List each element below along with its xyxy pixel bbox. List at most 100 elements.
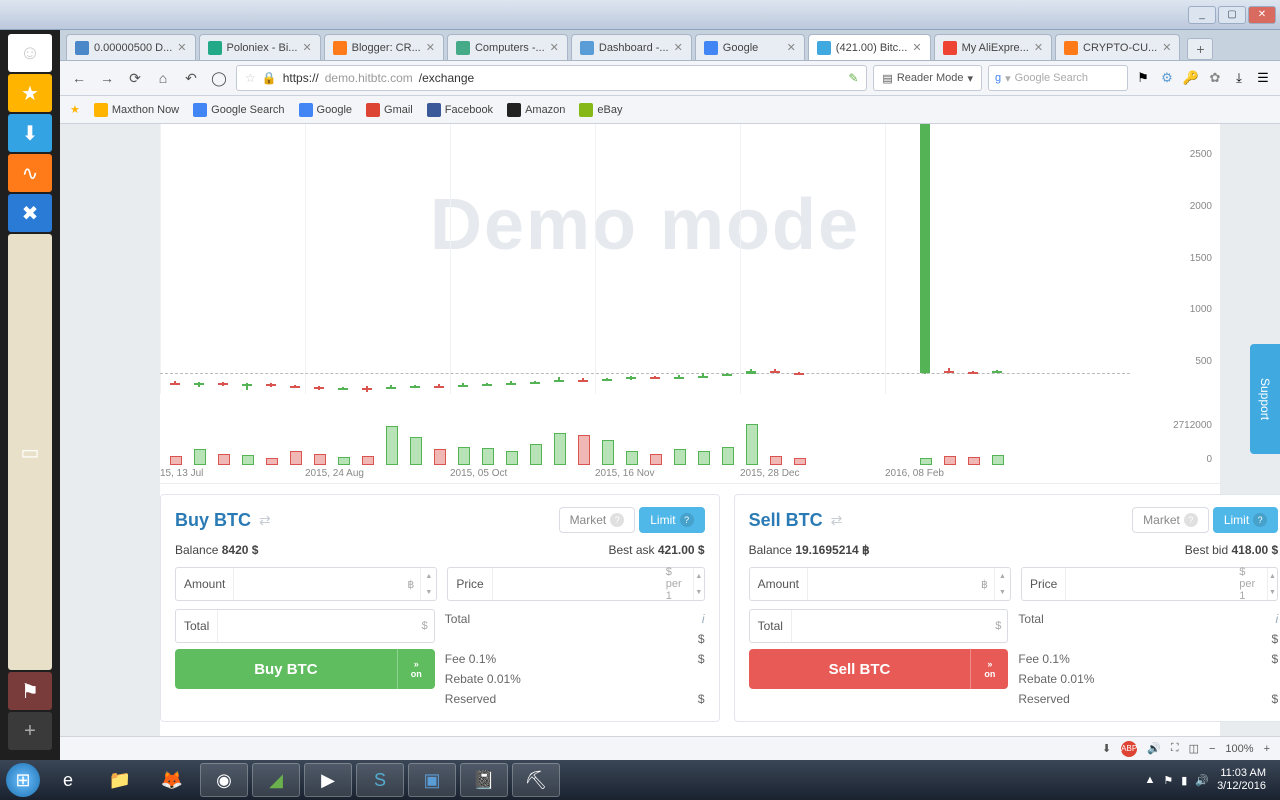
sound-icon[interactable]: 🔊 xyxy=(1147,742,1161,755)
buy-price-field[interactable] xyxy=(493,568,660,600)
tray-sound-icon[interactable]: 🔊 xyxy=(1195,774,1209,787)
tab-close-icon[interactable]: ✕ xyxy=(426,41,435,54)
reload-button[interactable]: ⟳ xyxy=(124,67,146,89)
tab-close-icon[interactable]: ✕ xyxy=(302,41,311,54)
sidebar-tools-icon[interactable]: ✖ xyxy=(8,194,52,232)
sell-total-field[interactable] xyxy=(792,610,989,642)
sell-limit-button[interactable]: Limit? xyxy=(1213,507,1278,533)
settings-icon[interactable]: ✿ xyxy=(1206,69,1224,87)
reader-mode-button[interactable]: ▤Reader Mode▾ xyxy=(873,65,982,91)
star-icon[interactable]: ☆ xyxy=(245,71,256,85)
sidebar-translate-icon[interactable]: ⚑ xyxy=(8,672,52,710)
sell-amount-input[interactable]: Amount฿▲▼ xyxy=(749,567,1011,601)
back-button[interactable]: ← xyxy=(68,67,90,89)
taskbar-explorer-icon[interactable]: 📁 xyxy=(96,763,144,797)
system-clock[interactable]: 11:03 AM 3/12/2016 xyxy=(1217,767,1266,793)
browser-tab[interactable]: Computers -...✕ xyxy=(447,34,568,60)
buy-submit-button[interactable]: Buy BTC»on xyxy=(175,649,435,689)
buy-amount-field[interactable] xyxy=(234,568,401,600)
buy-price-input[interactable]: Price$ per 1▲▼ xyxy=(447,567,704,601)
menu-icon[interactable]: ☰ xyxy=(1254,69,1272,87)
taskbar-skype-icon[interactable]: S xyxy=(356,763,404,797)
browser-tab[interactable]: CRYPTO-CU...✕ xyxy=(1055,34,1180,60)
browser-tab[interactable]: Poloniex - Bi...✕ xyxy=(199,34,321,60)
bookmark-item[interactable]: Facebook xyxy=(427,103,493,117)
taskbar-app1-icon[interactable]: ◢ xyxy=(252,763,300,797)
bookmark-item[interactable]: Google Search xyxy=(193,103,284,117)
taskbar-firefox-icon[interactable]: 🦊 xyxy=(148,763,196,797)
taskbar-chrome-icon[interactable]: ◉ xyxy=(200,763,248,797)
split-icon[interactable]: ◫ xyxy=(1189,742,1199,755)
sell-market-button[interactable]: Market? xyxy=(1132,507,1209,533)
browser-tab[interactable]: Dashboard -...✕ xyxy=(571,34,692,60)
zoom-out-button[interactable]: − xyxy=(1209,743,1215,755)
bookmarks-star-icon[interactable]: ★ xyxy=(70,103,80,116)
taskbar-ie-icon[interactable]: e xyxy=(44,763,92,797)
bookmark-item[interactable]: Google xyxy=(299,103,352,117)
tray-battery-icon[interactable]: ▮ xyxy=(1181,774,1187,787)
stop-button[interactable]: ◯ xyxy=(208,67,230,89)
sidebar-add-icon[interactable]: + xyxy=(8,712,52,750)
sidebar-rss-icon[interactable]: ∿ xyxy=(8,154,52,192)
tab-close-icon[interactable]: ✕ xyxy=(912,41,921,54)
taskbar-miner-icon[interactable]: ⛏ xyxy=(512,763,560,797)
bookmark-item[interactable]: eBay xyxy=(579,103,622,117)
tab-close-icon[interactable]: ✕ xyxy=(1162,41,1171,54)
tab-close-icon[interactable]: ✕ xyxy=(1034,41,1043,54)
support-tab[interactable]: Support xyxy=(1250,344,1280,454)
browser-tab[interactable]: Google✕ xyxy=(695,34,805,60)
taskbar-maxthon-icon[interactable]: ▣ xyxy=(408,763,456,797)
download-icon[interactable]: ⤓ xyxy=(1230,69,1248,87)
buy-amount-input[interactable]: Amount฿▲▼ xyxy=(175,567,437,601)
info-icon[interactable]: i xyxy=(702,612,705,626)
search-box[interactable]: g▾Google Search xyxy=(988,65,1128,91)
window-maximize-button[interactable]: ▢ xyxy=(1218,6,1246,24)
window-minimize-button[interactable]: _ xyxy=(1188,6,1216,24)
tab-close-icon[interactable]: ✕ xyxy=(177,41,186,54)
sidebar-smile-icon[interactable]: ☺ xyxy=(8,34,52,72)
browser-tab[interactable]: My AliExpre...✕ xyxy=(934,34,1052,60)
browser-tab[interactable]: 0.00000500 D...✕ xyxy=(66,34,196,60)
tab-close-icon[interactable]: ✕ xyxy=(674,41,683,54)
forward-button[interactable]: → xyxy=(96,67,118,89)
bookmark-item[interactable]: Gmail xyxy=(366,103,413,117)
sell-price-input[interactable]: Price$ per 1▲▼ xyxy=(1021,567,1278,601)
info-icon[interactable]: i xyxy=(1276,612,1279,626)
taskbar-notes-icon[interactable]: 📓 xyxy=(460,763,508,797)
buy-market-button[interactable]: Market? xyxy=(559,507,636,533)
refresh-icon[interactable]: ⇄ xyxy=(259,512,271,529)
buy-total-field[interactable] xyxy=(218,610,415,642)
undo-button[interactable]: ↶ xyxy=(180,67,202,89)
sell-total-input[interactable]: Total$ xyxy=(749,609,1009,643)
new-tab-button[interactable]: + xyxy=(1187,38,1213,60)
browser-tab[interactable]: (421.00) Bitc...✕ xyxy=(808,34,931,60)
window-close-button[interactable]: ✕ xyxy=(1248,6,1276,24)
bookmark-item[interactable]: Amazon xyxy=(507,103,565,117)
sell-amount-field[interactable] xyxy=(808,568,975,600)
price-chart[interactable]: Demo mode 2500200015001000500 2712000 0 … xyxy=(160,124,1220,484)
sidebar-downloads-icon[interactable]: ⬇ xyxy=(8,114,52,152)
status-down-icon[interactable]: ⬇ xyxy=(1102,742,1111,755)
address-bar[interactable]: ☆ 🔒 https://demo.hitbtc.com/exchange ✎ xyxy=(236,65,867,91)
sidebar-favorites-icon[interactable]: ★ xyxy=(8,74,52,112)
tab-close-icon[interactable]: ✕ xyxy=(787,41,796,54)
sell-submit-button[interactable]: Sell BTC»on xyxy=(749,649,1009,689)
buy-limit-button[interactable]: Limit? xyxy=(639,507,704,533)
tray-flag-icon[interactable]: ⚑ xyxy=(1163,774,1173,787)
zoom-in-button[interactable]: + xyxy=(1264,743,1270,755)
sell-price-field[interactable] xyxy=(1066,568,1233,600)
tray-up-icon[interactable]: ▲ xyxy=(1145,774,1156,786)
key-icon[interactable]: 🔑 xyxy=(1182,69,1200,87)
tab-close-icon[interactable]: ✕ xyxy=(550,41,559,54)
taskbar-media-icon[interactable]: ▶ xyxy=(304,763,352,797)
refresh-icon[interactable]: ⇄ xyxy=(831,512,843,529)
adblock-icon[interactable]: ABP xyxy=(1121,741,1137,757)
wand-icon[interactable]: ✎ xyxy=(848,71,858,85)
translate-icon[interactable]: ⚑ xyxy=(1134,69,1152,87)
fullscreen-icon[interactable]: ⛶ xyxy=(1171,742,1179,755)
start-button[interactable]: ⊞ xyxy=(6,763,40,797)
buy-total-input[interactable]: Total$ xyxy=(175,609,435,643)
sidebar-notes-icon[interactable]: ▭ xyxy=(8,234,52,670)
browser-tab[interactable]: Blogger: CR...✕ xyxy=(324,34,444,60)
extensions-icon[interactable]: ⚙ xyxy=(1158,69,1176,87)
